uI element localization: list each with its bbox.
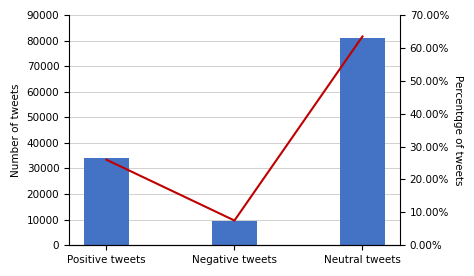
Bar bbox=[212, 221, 257, 245]
Y-axis label: Percentqge of tweets: Percentqge of tweets bbox=[453, 75, 463, 185]
Bar bbox=[340, 38, 385, 245]
Y-axis label: Number of tweets: Number of tweets bbox=[11, 83, 21, 177]
Bar bbox=[84, 158, 129, 245]
